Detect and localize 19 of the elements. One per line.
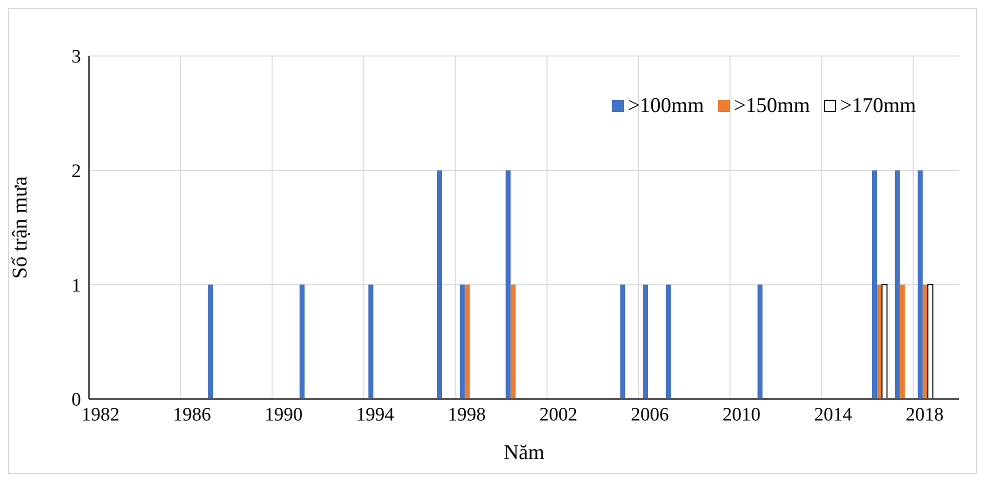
x-tick-label: 1990 (264, 404, 303, 426)
x-tick-label: 1986 (173, 404, 212, 426)
x-axis-title: Năm (504, 440, 544, 464)
x-tick-label: 2002 (539, 404, 578, 426)
y-tick-label: 1 (72, 275, 81, 296)
x-tick-label: 2018 (906, 404, 944, 426)
y-tick-label: 0 (72, 390, 81, 411)
x-tick-label: 1982 (81, 404, 120, 426)
x-tick-label: 2006 (630, 404, 669, 426)
x-tick-label: 1998 (448, 404, 486, 426)
y-axis-title: Số trận mưa (7, 176, 32, 279)
y-tick-label: 2 (72, 161, 81, 182)
legend-label: >100mm (628, 93, 704, 118)
legend-label: >170mm (840, 93, 916, 118)
y-tick-label: 3 (72, 46, 81, 68)
x-tick-label: 2014 (814, 404, 853, 426)
x-tick-label: 1994 (356, 404, 395, 426)
legend-label: >150mm (734, 93, 810, 118)
x-tick-label: 2010 (722, 404, 760, 426)
